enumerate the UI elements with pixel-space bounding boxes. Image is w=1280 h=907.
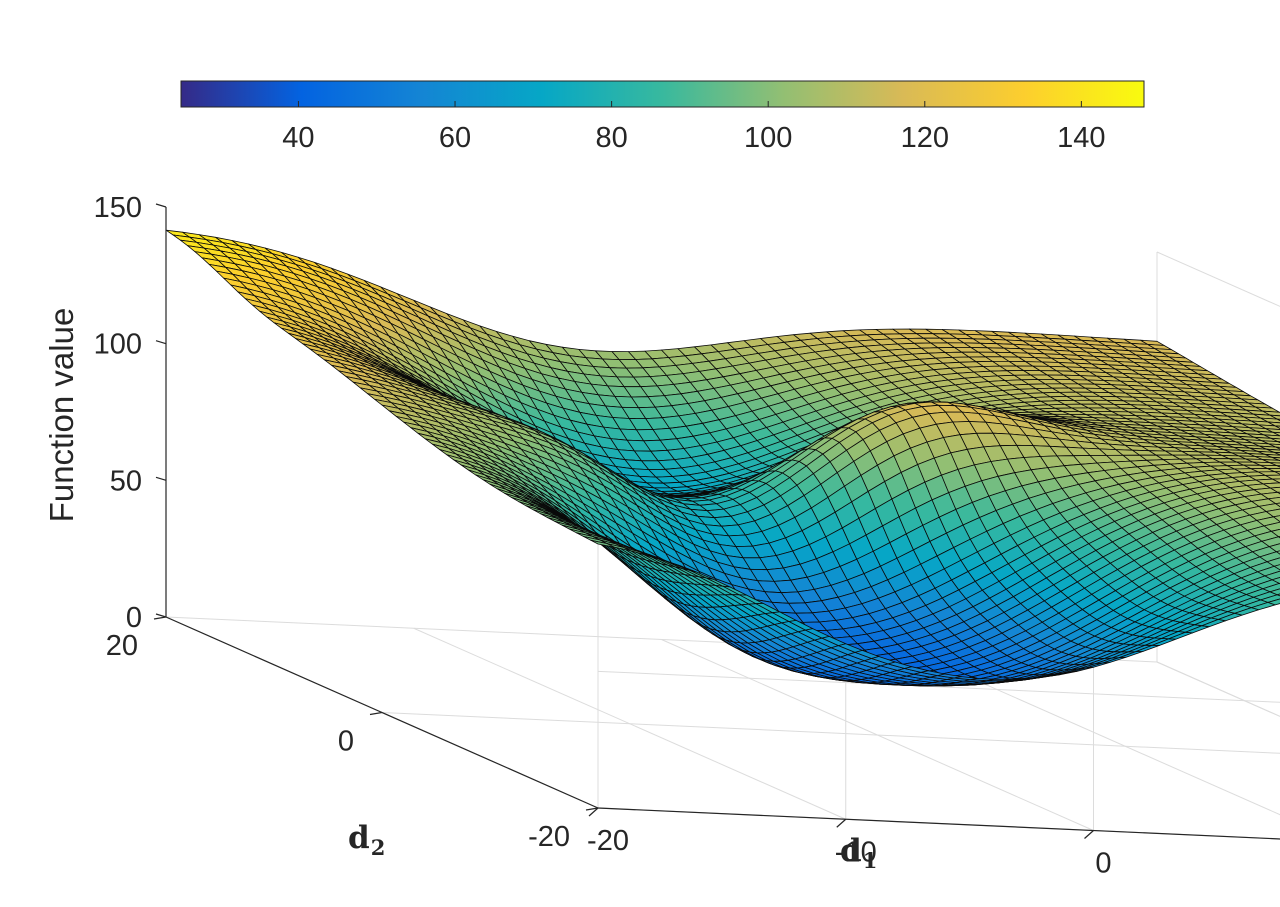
- x-tick-label: -10: [835, 836, 877, 868]
- z-tick-mark: [155, 613, 167, 618]
- surface-patch: [1267, 598, 1280, 606]
- y-tick-label: 20: [106, 630, 138, 662]
- z-tick-mark: [155, 340, 167, 345]
- x-tick-label: 0: [1095, 848, 1111, 880]
- surface-patch: [1270, 486, 1280, 493]
- x-tick-mark: [1084, 830, 1094, 839]
- surface-patch: [1276, 593, 1280, 597]
- surface-patch: [1262, 459, 1280, 464]
- surface-patch: [1268, 543, 1280, 553]
- surface-patch: [1256, 430, 1280, 437]
- colorbar-tick-label: 80: [595, 122, 627, 154]
- surface-patch: [1271, 528, 1280, 538]
- surface-patch: [1269, 462, 1280, 467]
- surface-patch: [1258, 424, 1280, 430]
- surface-patch: [1271, 577, 1280, 584]
- surface-patch: [1266, 448, 1280, 454]
- y-tick-label: 0: [338, 726, 354, 758]
- surface-patch: [1263, 434, 1280, 440]
- surface-patch: [1271, 456, 1280, 461]
- grid-line: [1156, 251, 1280, 307]
- surface-patch: [1269, 414, 1280, 420]
- axes-lines: [153, 203, 1280, 840]
- surface-patch: [1265, 428, 1280, 434]
- y-tick-label: -20: [528, 821, 570, 853]
- grid-line: [1156, 661, 1280, 717]
- grid-line: [597, 807, 1280, 840]
- surface-patch: [1273, 515, 1280, 523]
- surface-patch: [1277, 491, 1280, 495]
- surface-patch: [1275, 446, 1280, 450]
- z-tick-label: 0: [126, 602, 142, 634]
- colorbar-tick-label: 140: [1057, 122, 1105, 154]
- colorbar-tick-label: 60: [439, 122, 471, 154]
- grid-line: [1156, 661, 1280, 717]
- y-tick-mark: [369, 711, 383, 716]
- surface-patch: [1265, 508, 1280, 518]
- grid-line: [597, 807, 1280, 840]
- z-tick-label: 100: [94, 329, 142, 361]
- surface-patch: [1260, 491, 1280, 500]
- z-axis-label: Function value: [43, 308, 80, 523]
- x-tick-mark: [836, 818, 847, 828]
- surface-patch: [1262, 482, 1280, 489]
- z-tick-label: 150: [94, 192, 142, 224]
- surface-patch: [1276, 550, 1280, 555]
- surface-patch: [1276, 418, 1280, 422]
- colorbar-gradient: [180, 80, 1145, 108]
- surface-patch: [1276, 465, 1280, 468]
- surface-patch: [1269, 588, 1280, 596]
- colorbar-tick-label: 120: [901, 122, 949, 154]
- x-axis-label: d1: [840, 833, 877, 873]
- surface-patch: [1266, 557, 1280, 567]
- surface-patch: [1265, 474, 1280, 480]
- surface-patch: [1272, 431, 1280, 437]
- colorbar-ticks: 40 60 80 100 120 140: [282, 101, 1106, 154]
- surface-patch: [1257, 471, 1280, 476]
- surface-patch: [1264, 453, 1280, 459]
- surface-patch: [1257, 450, 1280, 456]
- y-tick-mark: [153, 616, 167, 620]
- x-axis-line: [597, 807, 1280, 840]
- y-tick-mark: [585, 807, 599, 811]
- surface-patch: [1270, 437, 1280, 443]
- surface-patch: [1272, 478, 1280, 484]
- surface-patch: [1267, 421, 1280, 427]
- surface-patch: [1262, 410, 1280, 417]
- z-tick-mark: [155, 476, 167, 481]
- colorbar: 40 60 80 100 120 140: [180, 80, 1145, 154]
- surface-patch: [1260, 594, 1280, 603]
- grid-line: [381, 712, 1280, 754]
- surface-patch: [1259, 464, 1280, 470]
- z-tick-label: 50: [110, 465, 142, 497]
- surface-patch: [1273, 564, 1280, 571]
- y-axis-label: d2: [348, 820, 385, 860]
- surface-patch: [1267, 468, 1280, 473]
- surface-patch: [1264, 570, 1280, 581]
- surface-patch: [1257, 565, 1280, 577]
- surface-patch: [1256, 516, 1280, 527]
- surface-patch: [1273, 451, 1280, 456]
- surface-patch: [1275, 502, 1280, 508]
- grid-line: [597, 670, 1280, 703]
- x-tick-label: -20: [587, 825, 629, 857]
- colorbar-tick-label: 100: [744, 122, 792, 154]
- surface-patch: [1259, 445, 1280, 451]
- surface-patch: [1258, 503, 1280, 512]
- surface-patch: [1260, 417, 1280, 424]
- surface-patch: [1261, 440, 1280, 446]
- surface-patch: [1261, 536, 1280, 547]
- z-tick-mark: [155, 203, 167, 208]
- surface-patch: [1268, 496, 1280, 505]
- surface-mesh: [165, 229, 1280, 687]
- surface-patch: [1274, 425, 1280, 429]
- surface-patch: [1263, 521, 1280, 532]
- x-tick-mark: [588, 807, 599, 817]
- colorbar-tick-label: 40: [282, 122, 314, 154]
